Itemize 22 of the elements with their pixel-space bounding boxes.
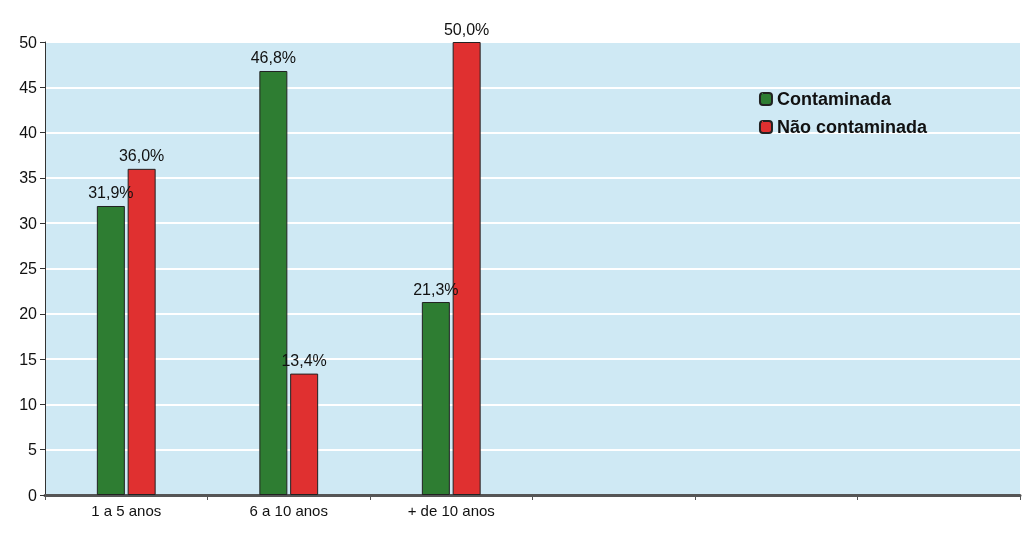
y-tick-label: 30: [19, 214, 38, 232]
bar: [96, 205, 125, 495]
bar: [421, 302, 450, 495]
data-label: 50,0%: [443, 20, 490, 38]
data-label: 36,0%: [118, 147, 165, 165]
y-tick-label: 35: [19, 169, 38, 187]
y-tick-label: 40: [19, 124, 38, 142]
data-label: 46,8%: [250, 49, 297, 67]
y-tick-label: 5: [28, 441, 38, 459]
y-tick-label: 15: [19, 350, 38, 368]
x-tick-label: 1 a 5 anos: [91, 502, 162, 519]
y-tick-label: 25: [19, 260, 38, 277]
x-tick-label: 6 a 10 anos: [249, 502, 328, 519]
y-tick-label: 50: [19, 33, 38, 51]
bar: [290, 373, 319, 495]
y-tick-label: 20: [19, 305, 38, 323]
y-tick-label: 10: [19, 395, 38, 413]
y-tick-label: 0: [28, 486, 38, 504]
legend-label: Contaminada: [776, 89, 892, 109]
x-tick-label: + de 10 anos: [407, 502, 495, 519]
y-tick-label: 45: [19, 78, 38, 96]
legend-label: Não contaminada: [776, 117, 928, 137]
